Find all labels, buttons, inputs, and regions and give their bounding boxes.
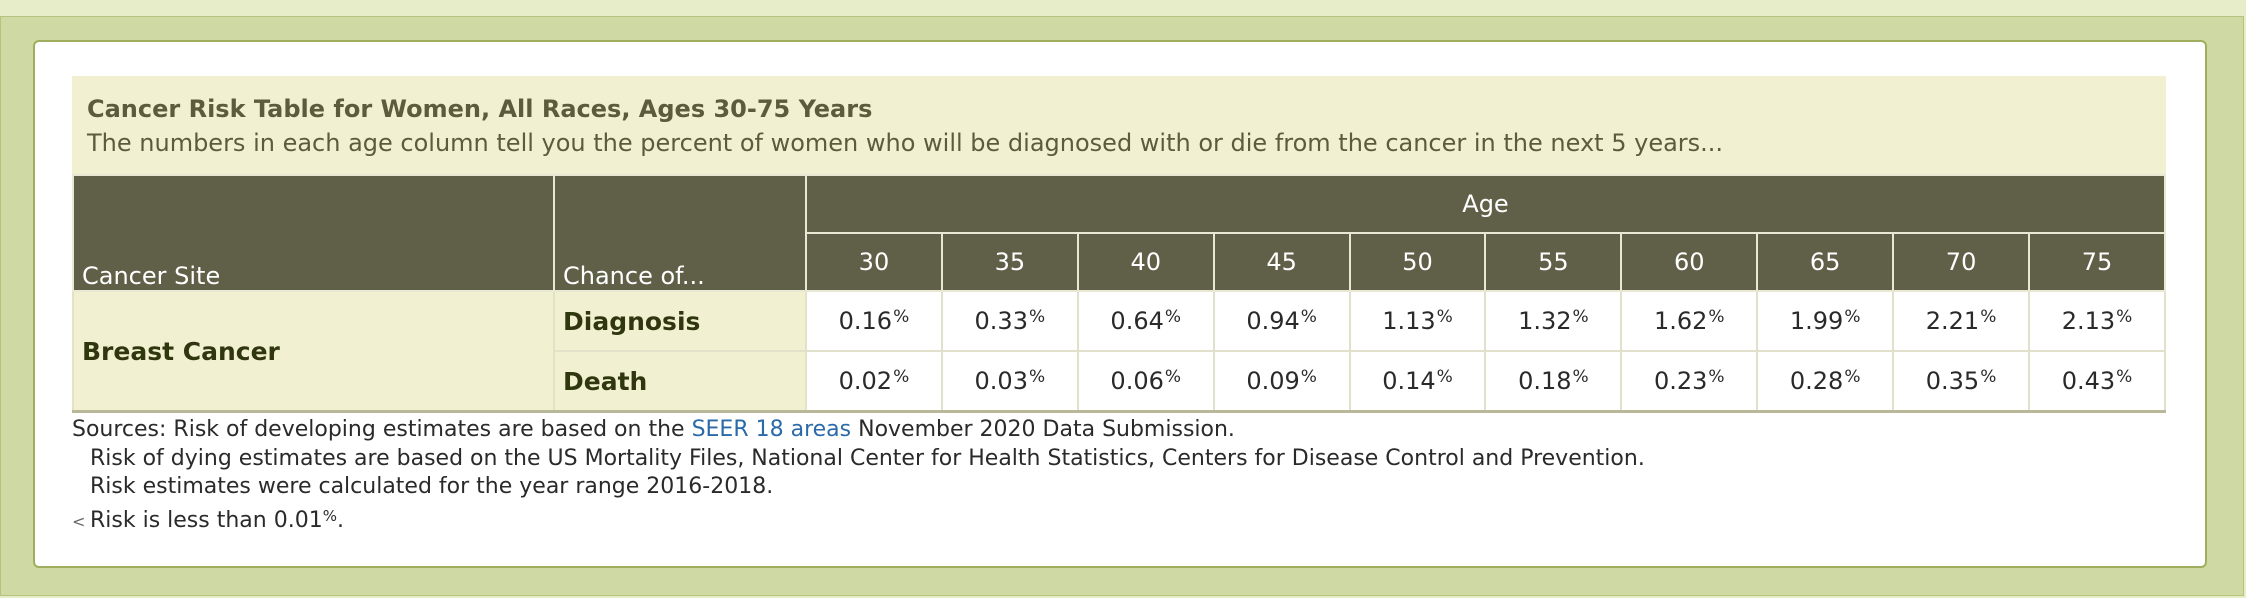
caption-title: Cancer Risk Table for Women, All Races, … (87, 95, 873, 123)
risk-value-cell: 0.35% (1892, 350, 2031, 413)
less-than-suffix: . (336, 507, 344, 533)
percent-sign: % (1436, 367, 1453, 387)
risk-value-cell: 0.16% (805, 290, 943, 352)
risk-value: 0.16 (838, 307, 893, 335)
age-header-75: 75 (2028, 232, 2166, 292)
seer-18-areas-link[interactable]: SEER 18 areas (691, 417, 852, 442)
risk-value: 0.03 (974, 367, 1028, 395)
sources-line: Sources: Risk of developing estimates ar… (72, 416, 2166, 445)
risk-value-cell: 2.13% (2028, 290, 2166, 352)
column-header-chance-of: Chance of... (553, 174, 807, 292)
risk-value: 0.14 (1382, 367, 1436, 395)
cancer-site-cell: Breast Cancer (72, 290, 555, 413)
age-header-30: 30 (805, 232, 943, 292)
risk-value: 0.23 (1653, 367, 1708, 395)
risk-value: 0.06 (1110, 367, 1164, 395)
risk-value-cell: 0.09% (1212, 350, 1351, 413)
risk-value-cell: 0.18% (1484, 350, 1623, 413)
less-than-text: Risk is less than 0.01 (90, 507, 323, 533)
risk-value-cell: 1.62% (1620, 290, 1759, 352)
less-than-symbol: < (72, 511, 86, 531)
risk-value: 0.18 (1518, 367, 1572, 395)
risk-value-cell: 2.21% (1892, 290, 2031, 352)
percent-sign: % (1708, 367, 1725, 387)
percent-sign: % (1300, 367, 1317, 387)
risk-value-cell: 0.94% (1212, 290, 1351, 352)
chance-label-diagnosis: Diagnosis (553, 290, 807, 352)
percent-sign: % (1844, 307, 1861, 327)
risk-value-cell: 0.03% (940, 350, 1079, 413)
sources-prefix: Sources: Risk of developing estimates ar… (72, 417, 692, 442)
risk-value-cell: 0.43% (2028, 350, 2166, 413)
table-row-death: Death 0.02% 0.03% 0.06% 0.09% 0.14% 0.18% 0.23%… (73, 350, 2166, 413)
sources-notes: Sources: Risk of developing estimates ar… (72, 416, 2166, 536)
risk-value: 2.21 (1925, 307, 1980, 335)
percent-sign: % (1028, 367, 1046, 387)
risk-table: Cancer Site Chance of... Age 30 35 40 45 50 5… (72, 174, 2166, 413)
less-than-percent: % (322, 506, 337, 525)
age-header-65: 65 (1756, 232, 1895, 292)
mortality-source-line: Risk of dying estimates are based on the… (90, 445, 1645, 471)
percent-sign: % (1980, 367, 1997, 387)
risk-value-cell: 1.99% (1756, 290, 1895, 352)
percent-sign: % (893, 307, 910, 327)
risk-value: 1.32 (1518, 307, 1572, 335)
age-header-60: 60 (1620, 232, 1759, 292)
percent-sign: % (1028, 307, 1046, 327)
percent-sign: % (2116, 367, 2133, 387)
table-caption: Cancer Risk Table for Women, All Races, … (72, 76, 2166, 174)
percent-sign: % (1164, 307, 1182, 327)
risk-value: 0.33 (974, 307, 1028, 335)
percent-sign: % (1436, 307, 1453, 327)
header-row-age-values: 30 35 40 45 50 55 60 65 70 75 (73, 232, 2166, 292)
age-header-40: 40 (1076, 232, 1215, 292)
risk-value-cell: 0.14% (1348, 350, 1487, 413)
sources-suffix: November 2020 Data Submission. (851, 417, 1235, 442)
year-range-line: Risk estimates were calculated for the y… (90, 474, 774, 499)
risk-value-cell: 0.64% (1076, 290, 1215, 352)
column-header-age: Age (805, 174, 2166, 234)
risk-value-cell: 0.28% (1756, 350, 1895, 413)
less-than-note: < Risk is less than 0.01%. (72, 502, 2166, 537)
column-header-cancer-site: Cancer Site (72, 174, 555, 292)
risk-value: 1.99 (1789, 307, 1844, 335)
percent-sign: % (1164, 367, 1182, 387)
percent-sign: % (1300, 307, 1317, 327)
percent-sign: % (1844, 367, 1861, 387)
risk-value: 0.35 (1925, 367, 1980, 395)
caption-description: The numbers in each age column tell you … (87, 129, 1724, 157)
risk-value: 1.13 (1382, 307, 1436, 335)
percent-sign: % (1980, 307, 1997, 327)
age-header-45: 45 (1212, 232, 1351, 292)
percent-sign: % (2116, 307, 2133, 327)
age-header-55: 55 (1484, 232, 1623, 292)
risk-value: 2.13 (2061, 307, 2116, 335)
percent-sign: % (1572, 367, 1589, 387)
age-header-50: 50 (1348, 232, 1487, 292)
percent-sign: % (1708, 307, 1725, 327)
risk-value-cell: 1.32% (1484, 290, 1623, 352)
risk-value-cell: 0.06% (1076, 350, 1215, 413)
age-header-70: 70 (1892, 232, 2031, 292)
chance-label-death: Death (553, 350, 807, 413)
table-row-diagnosis: Breast Cancer Diagnosis 0.16% 0.33% 0.64% 0.9… (72, 290, 2166, 413)
risk-value-cell: 0.33% (940, 290, 1079, 352)
risk-value: 1.62 (1653, 307, 1708, 335)
risk-value-cell: 1.13% (1348, 290, 1487, 352)
risk-value-cell: 0.02% (805, 350, 943, 413)
risk-value: 0.02 (838, 367, 893, 395)
risk-value: 0.43 (2061, 367, 2116, 395)
risk-value-cell: 0.23% (1620, 350, 1759, 413)
risk-value: 0.28 (1789, 367, 1844, 395)
age-header-35: 35 (940, 232, 1079, 292)
risk-value: 0.64 (1110, 307, 1164, 335)
risk-value: 0.09 (1246, 367, 1300, 395)
percent-sign: % (893, 367, 910, 387)
risk-value: 0.94 (1246, 307, 1300, 335)
header-row-age: Cancer Site Chance of... Age (72, 174, 2166, 292)
percent-sign: % (1572, 307, 1589, 327)
